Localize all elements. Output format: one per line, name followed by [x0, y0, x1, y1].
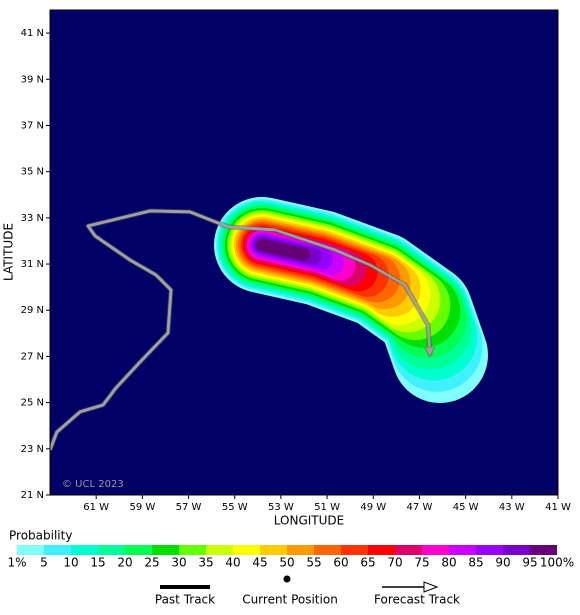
- past-track: [50, 209, 276, 451]
- x-tick-label: 57 W: [176, 502, 202, 513]
- y-axis-title: LATITUDE: [2, 223, 16, 281]
- colorbar-label: 70: [387, 556, 402, 570]
- colorbar-label: 85: [468, 556, 483, 570]
- colorbar-swatch: [44, 545, 71, 555]
- legend-current-position: Current Position: [242, 593, 338, 607]
- colorbar-swatch: [449, 545, 476, 555]
- legend-past-track: Past Track: [155, 593, 215, 607]
- forecast-track: [274, 228, 430, 355]
- colorbar-swatch: [503, 545, 530, 555]
- colorbar-swatch: [395, 545, 422, 555]
- x-tick-label: 55 W: [222, 502, 248, 513]
- x-tick-label: 51 W: [314, 502, 340, 513]
- x-tick-label: 45 W: [453, 502, 479, 513]
- colorbar-swatch: [206, 545, 233, 555]
- colorbar-swatch: [368, 545, 395, 555]
- colorbar-label: 20: [117, 556, 132, 570]
- colorbar-label: 75: [414, 556, 429, 570]
- y-tick-label: 37 N: [21, 120, 44, 131]
- colorbar-label: 45: [252, 556, 267, 570]
- colorbar-label: 10: [63, 556, 78, 570]
- x-tick-label: 41 W: [545, 502, 571, 513]
- colorbar-swatch: [71, 545, 98, 555]
- colorbar-label: 5: [40, 556, 48, 570]
- tracks: [50, 208, 430, 451]
- x-tick-label: 53 W: [268, 502, 294, 513]
- x-tick-label: 61 W: [83, 502, 109, 513]
- legend-current-position-dot: [283, 575, 291, 583]
- colorbar-label: 90: [495, 556, 510, 570]
- y-tick-label: 25 N: [21, 398, 44, 409]
- y-tick-label: 41 N: [21, 28, 44, 39]
- x-tick-label: 49 W: [360, 502, 386, 513]
- x-tick-label: 59 W: [129, 502, 155, 513]
- colorbar-label: 60: [333, 556, 348, 570]
- colorbar-swatch: [98, 545, 125, 555]
- colorbar-label: 25: [144, 556, 159, 570]
- frame: [49, 9, 559, 496]
- colorbar-swatch: [125, 545, 152, 555]
- x-axis-title: LONGITUDE: [274, 514, 344, 528]
- colorbar-label: 95: [522, 556, 537, 570]
- legend-forecast-arrow: [423, 581, 439, 593]
- y-tick-label: 21 N: [21, 490, 44, 501]
- y-tick-label: 23 N: [21, 444, 44, 455]
- copyright: © UCL 2023: [62, 479, 124, 490]
- probability-field: [214, 197, 488, 403]
- colorbar-swatch: [260, 545, 287, 555]
- colorbar-label: 100%: [540, 556, 574, 570]
- colorbar-label: 80: [441, 556, 456, 570]
- colorbar-swatch: [341, 545, 368, 555]
- colorbar-swatch: [233, 545, 260, 555]
- colorbar-label: 50: [279, 556, 294, 570]
- colorbar-label: 30: [171, 556, 186, 570]
- colorbar-swatch: [314, 545, 341, 555]
- x-tick-label: 43 W: [499, 502, 525, 513]
- probability-band: [255, 238, 311, 261]
- colorbar-swatch: [530, 545, 557, 555]
- y-tick-label: 29 N: [21, 305, 44, 316]
- y-tick-label: 39 N: [21, 74, 44, 85]
- colorbar-swatch: [179, 545, 206, 555]
- colorbar-swatch: [17, 545, 44, 555]
- colorbar-label: 1%: [7, 556, 26, 570]
- y-tick-label: 33 N: [21, 213, 44, 224]
- x-tick-label: 47 W: [407, 502, 433, 513]
- colorbar: 1% 5 10 15 20 25 30 35 40 45 50 55 60 65 70 75 80 85 90 95 1…: [7, 545, 574, 570]
- y-tick-label: 27 N: [21, 351, 44, 362]
- colorbar-swatch: [422, 545, 449, 555]
- colorbar-label: 15: [90, 556, 105, 570]
- colorbar-title: Probability: [9, 529, 72, 543]
- colorbar-label: 35: [198, 556, 213, 570]
- colorbar-swatch: [476, 545, 503, 555]
- y-tick-label: 35 N: [21, 167, 44, 178]
- y-tick-label: 31 N: [21, 259, 44, 270]
- legend-forecast-track: Forecast Track: [374, 593, 460, 607]
- colorbar-swatch: [152, 545, 179, 555]
- colorbar-label: 65: [360, 556, 375, 570]
- colorbar-label: 40: [225, 556, 240, 570]
- colorbar-swatch: [287, 545, 314, 555]
- colorbar-label: 55: [306, 556, 321, 570]
